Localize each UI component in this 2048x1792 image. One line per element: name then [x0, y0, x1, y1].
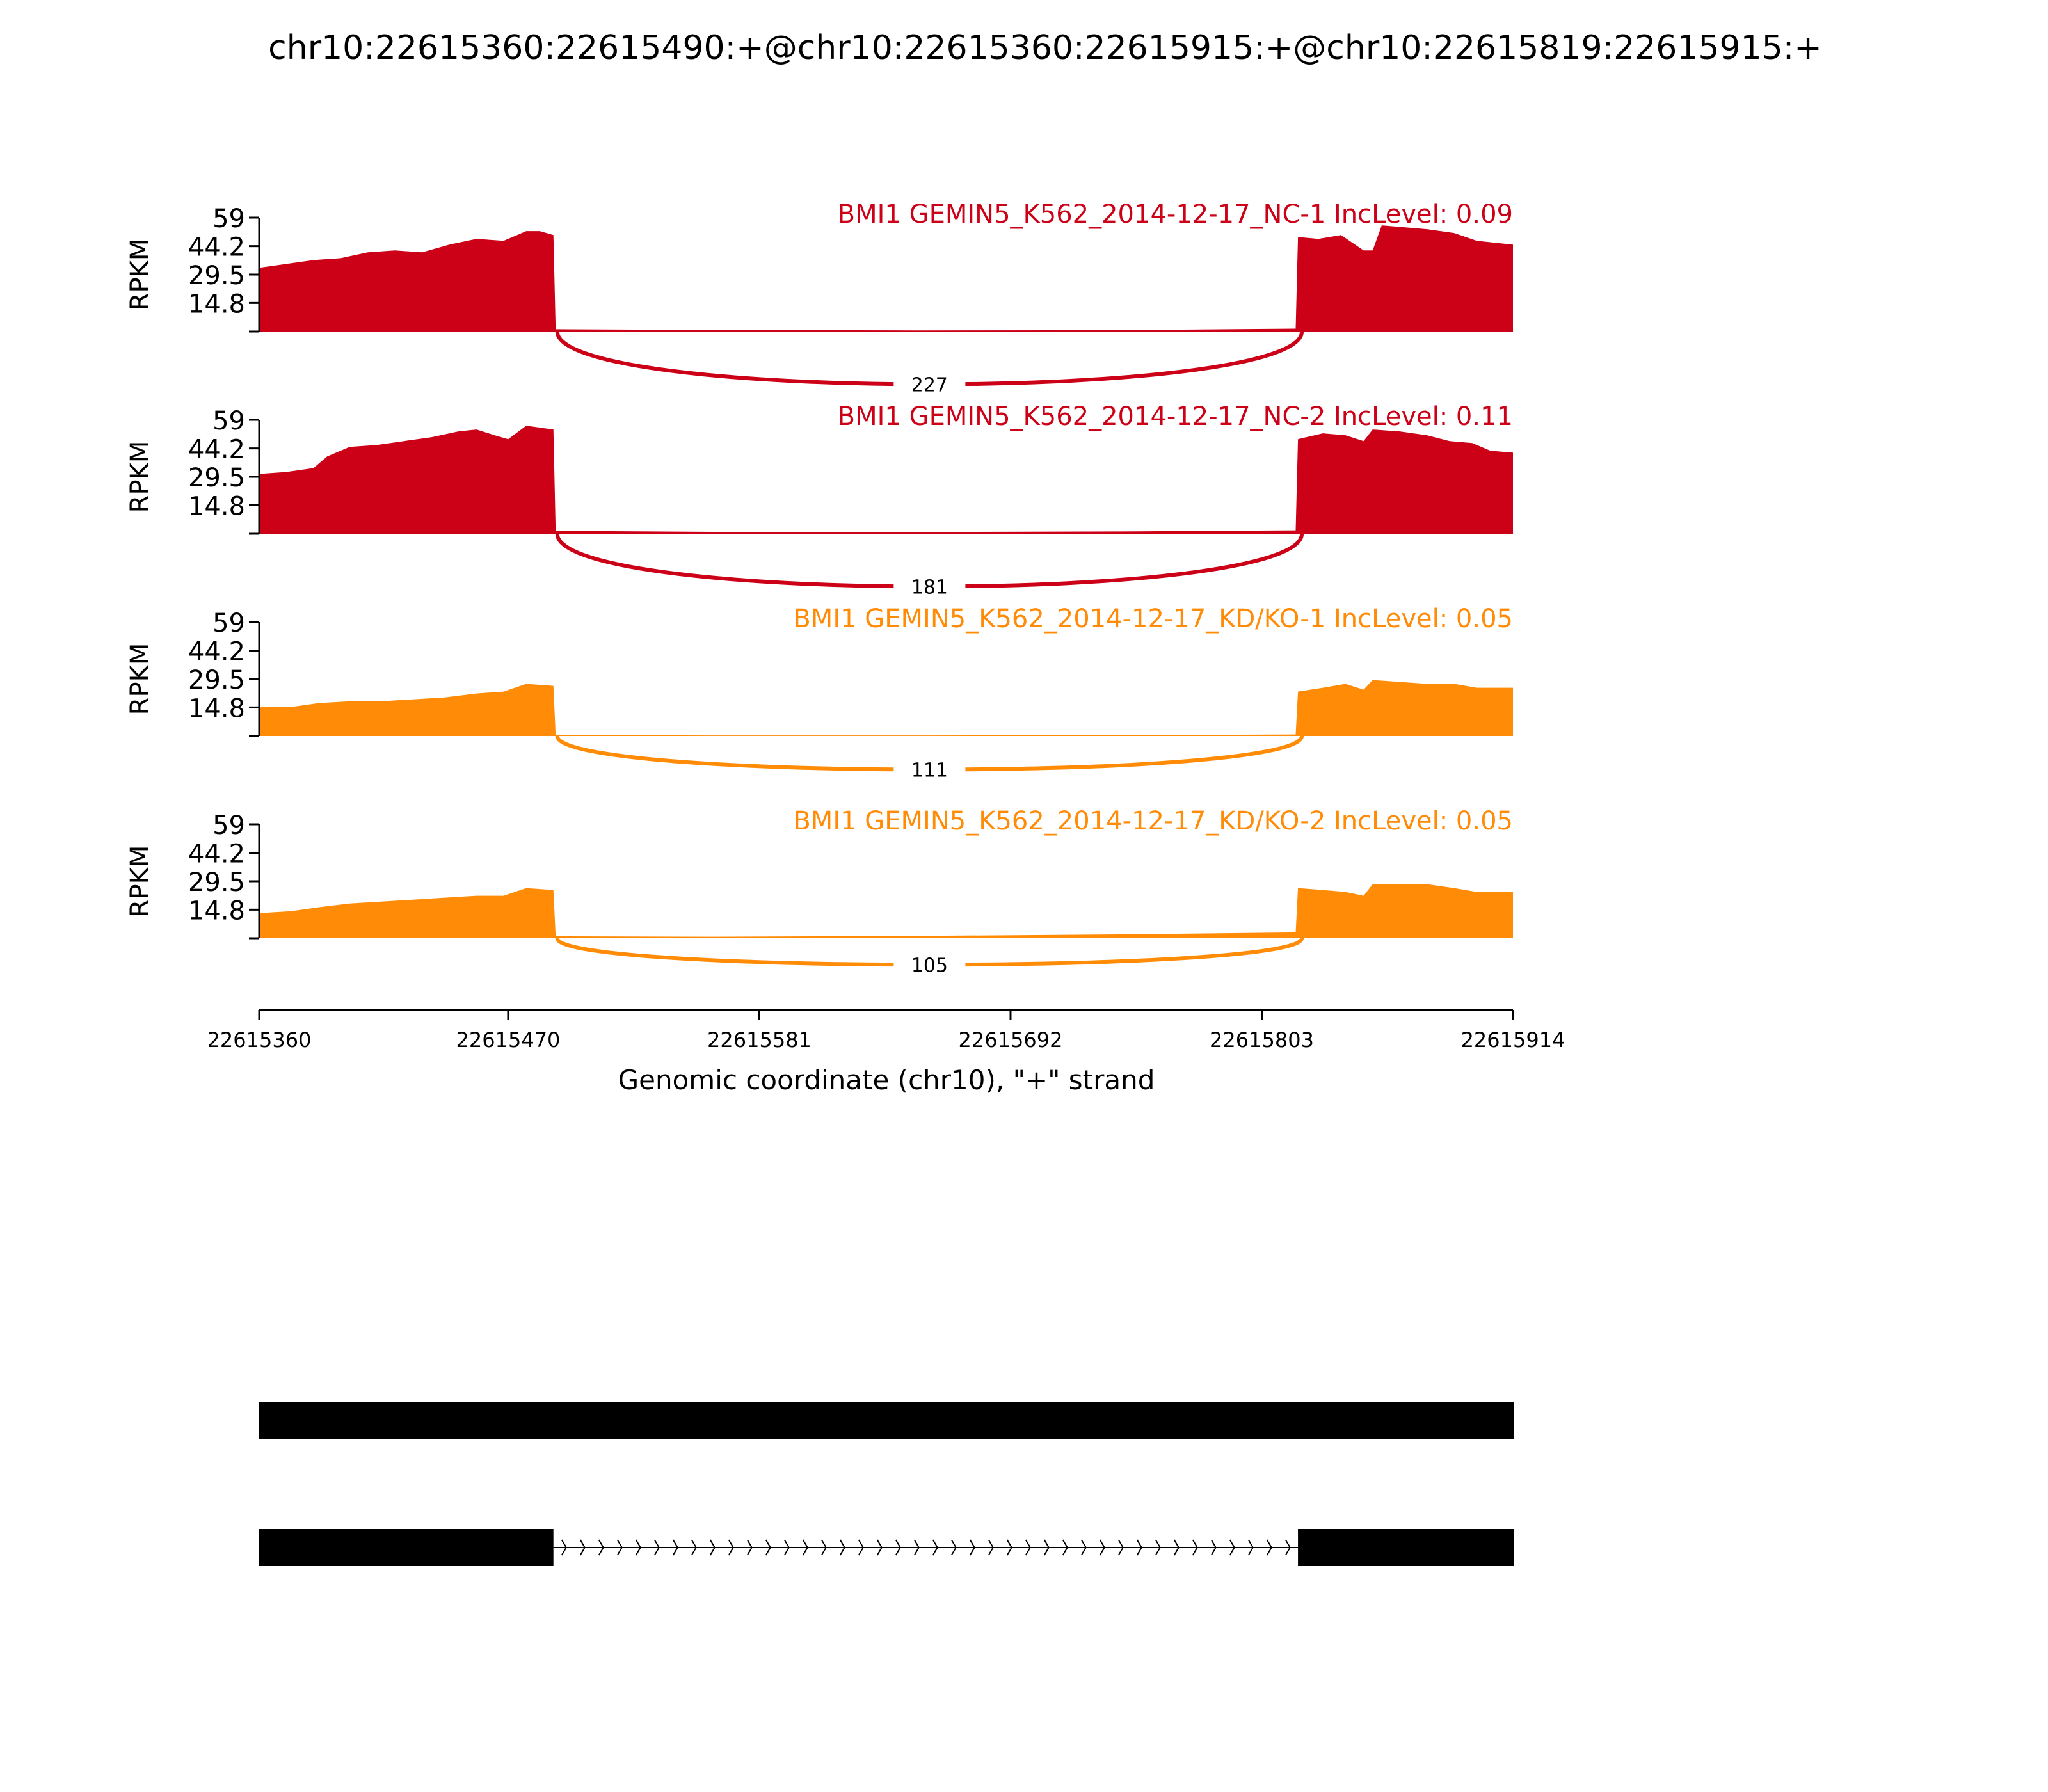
- strand-arrow: [709, 1539, 716, 1556]
- strand-arrow: [839, 1539, 845, 1556]
- strand-arrow: [1266, 1539, 1272, 1556]
- y-tick-label: 14.8: [188, 289, 245, 319]
- x-axis: 22615360 22615470 22615581 22615692 22615803…: [207, 1009, 1565, 1096]
- strand-arrow: [820, 1539, 827, 1556]
- strand-arrow: [1192, 1539, 1198, 1556]
- strand-arrow: [988, 1539, 994, 1556]
- strand-arrow: [579, 1539, 586, 1556]
- strand-arrow: [1043, 1539, 1050, 1556]
- strand-arrow: [635, 1539, 641, 1556]
- strand-arrow: [672, 1539, 678, 1556]
- strand-arrow: [1210, 1539, 1217, 1556]
- strand-arrow: [1136, 1539, 1142, 1556]
- x-tick-label: 22615581: [707, 1028, 812, 1052]
- junction-label-bg: [893, 371, 966, 397]
- track-2: 181 BMI1 GEMIN5_K562_2014-12-17_NC-2 IncL…: [125, 402, 1513, 600]
- strand-arrow: [858, 1539, 864, 1556]
- x-tick-label: 22615914: [1461, 1028, 1565, 1052]
- strand-arrow: [1173, 1539, 1180, 1556]
- y-tick-label: 44.2: [188, 233, 245, 262]
- exon-block: [259, 1402, 1514, 1439]
- strand-arrow: [561, 1539, 567, 1556]
- strand-arrow: [802, 1539, 808, 1556]
- strand-arrow: [1025, 1539, 1031, 1556]
- coverage-area: [259, 680, 1513, 736]
- strand-arrow: [895, 1539, 901, 1556]
- strand-arrow: [1062, 1539, 1068, 1556]
- strand-arrow: [1155, 1539, 1161, 1556]
- junction-label-bg: [893, 756, 966, 783]
- x-tick-label: 22615360: [207, 1028, 312, 1052]
- strand-arrow: [765, 1539, 771, 1556]
- strand-arrow: [616, 1539, 623, 1556]
- y-tick-label: 44.2: [188, 637, 245, 667]
- track-label: BMI1 GEMIN5_K562_2014-12-17_NC-2 IncLeve…: [838, 402, 1513, 431]
- y-axis-label: RPKM: [125, 643, 155, 716]
- strand-arrow: [1247, 1539, 1254, 1556]
- y-axis-label: RPKM: [125, 845, 155, 918]
- strand-arrow: [598, 1539, 604, 1556]
- strand-arrow: [876, 1539, 883, 1556]
- strand-arrow: [1006, 1539, 1012, 1556]
- y-axis-label: RPKM: [125, 441, 155, 513]
- track-3: 111 BMI1 GEMIN5_K562_2014-12-17_KD/KO-1 I…: [125, 604, 1513, 783]
- strand-arrow: [969, 1539, 975, 1556]
- junction-count: 105: [911, 954, 948, 977]
- track-1: 227 BMI1 GEMIN5_K562_2014-12-17_NC-1 IncL…: [125, 200, 1513, 397]
- y-axis-label: RPKM: [125, 239, 155, 311]
- y-tick-label: 29.5: [188, 261, 245, 291]
- transcript-2: [259, 1529, 1514, 1566]
- strand-arrow: [950, 1539, 957, 1556]
- strand-arrow: [1229, 1539, 1235, 1556]
- junction-count: 181: [911, 577, 948, 599]
- y-tick-label: 44.2: [188, 840, 245, 869]
- track-label: BMI1 GEMIN5_K562_2014-12-17_KD/KO-2 IncL…: [793, 806, 1513, 836]
- y-tick-label: 14.8: [188, 896, 245, 925]
- strand-arrow: [1099, 1539, 1105, 1556]
- exon-block: [259, 1529, 554, 1566]
- y-tick-label: 14.8: [188, 694, 245, 723]
- junction-count: 111: [911, 760, 948, 782]
- track-label: BMI1 GEMIN5_K562_2014-12-17_KD/KO-1 IncL…: [793, 604, 1513, 634]
- exon-block: [1298, 1529, 1514, 1566]
- track-4: 105 BMI1 GEMIN5_K562_2014-12-17_KD/KO-2 I…: [125, 806, 1513, 978]
- junction-label-bg: [893, 573, 966, 600]
- junction-label-bg: [893, 952, 966, 978]
- track-label: BMI1 GEMIN5_K562_2014-12-17_NC-1 IncLeve…: [838, 200, 1513, 229]
- x-tick-label: 22615803: [1210, 1028, 1314, 1052]
- gene-model: [259, 1402, 1514, 1566]
- strand-arrow: [728, 1539, 734, 1556]
- strand-arrow: [1284, 1539, 1291, 1556]
- y-tick-label: 59: [212, 204, 245, 234]
- x-tick-label: 22615470: [456, 1028, 561, 1052]
- x-tick-label: 22615692: [959, 1028, 1063, 1052]
- strand-arrow: [691, 1539, 697, 1556]
- strand-arrow: [932, 1539, 938, 1556]
- coverage-area: [259, 225, 1513, 332]
- strand-arrow: [1080, 1539, 1087, 1556]
- strand-arrow: [746, 1539, 753, 1556]
- junction-count: 227: [911, 374, 948, 397]
- figure-title: chr10:22615360:22615490:+@chr10:22615360…: [268, 29, 1822, 67]
- y-tick-label: 59: [212, 609, 245, 638]
- coverage-tracks: 227 BMI1 GEMIN5_K562_2014-12-17_NC-1 IncL…: [125, 200, 1513, 978]
- strand-arrow: [653, 1539, 660, 1556]
- coverage-area: [259, 884, 1513, 938]
- y-tick-label: 14.8: [188, 492, 245, 521]
- y-tick-label: 44.2: [188, 435, 245, 465]
- y-tick-label: 59: [212, 406, 245, 436]
- x-axis-label: Genomic coordinate (chr10), "+" strand: [618, 1064, 1155, 1096]
- y-tick-label: 29.5: [188, 463, 245, 493]
- strand-arrow: [783, 1539, 790, 1556]
- coverage-area: [259, 426, 1513, 534]
- y-tick-label: 29.5: [188, 666, 245, 695]
- transcript-1: [259, 1402, 1514, 1439]
- y-tick-label: 59: [212, 811, 245, 840]
- strand-arrow: [1117, 1539, 1124, 1556]
- y-tick-label: 29.5: [188, 868, 245, 897]
- strand-arrow: [913, 1539, 920, 1556]
